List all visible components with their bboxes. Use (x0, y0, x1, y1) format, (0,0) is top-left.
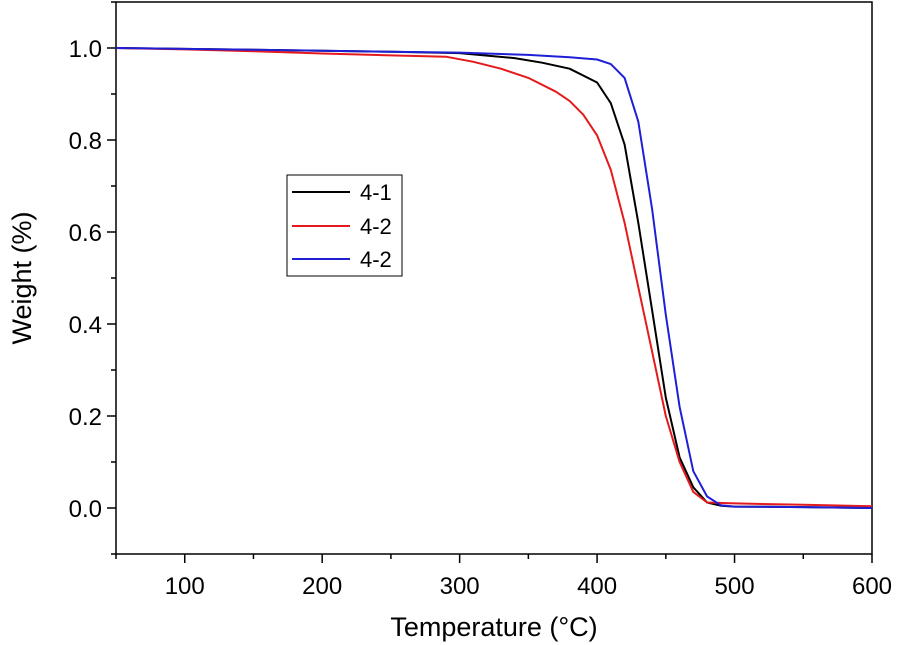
x-tick-label: 600 (852, 573, 892, 600)
y-axis-title: Weight (%) (7, 211, 37, 344)
legend-label-4-2-blue: 4-2 (360, 247, 392, 272)
legend: 4-1 4-2 4-2 (286, 174, 403, 277)
series-line-4-2-blue (115, 47, 873, 509)
series-lines (115, 47, 873, 509)
y-tick-label: 0.8 (69, 128, 102, 155)
legend-label-4-1: 4-1 (360, 180, 392, 205)
x-tick-label: 200 (302, 573, 342, 600)
y-tick-label: 0.2 (69, 404, 102, 431)
series-line-4-2-red (115, 47, 873, 508)
plot-frame (115, 1, 873, 555)
y-tick-label: 0.0 (69, 496, 102, 523)
y-tick-label: 1.0 (69, 36, 102, 63)
axis-ticks: 100 200 300 400 500 600 0.0 0.2 0.4 0.6 0.8 1.0 (69, 1, 892, 600)
x-tick-label: 100 (165, 573, 205, 600)
x-tick-label: 300 (440, 573, 480, 600)
y-tick-label: 0.6 (69, 220, 102, 247)
x-tick-label: 500 (715, 573, 755, 600)
x-axis-title: Temperature (°C) (390, 612, 597, 642)
y-tick-label: 0.4 (69, 312, 102, 339)
legend-label-4-2-red: 4-2 (360, 214, 392, 239)
x-tick-label: 400 (577, 573, 617, 600)
